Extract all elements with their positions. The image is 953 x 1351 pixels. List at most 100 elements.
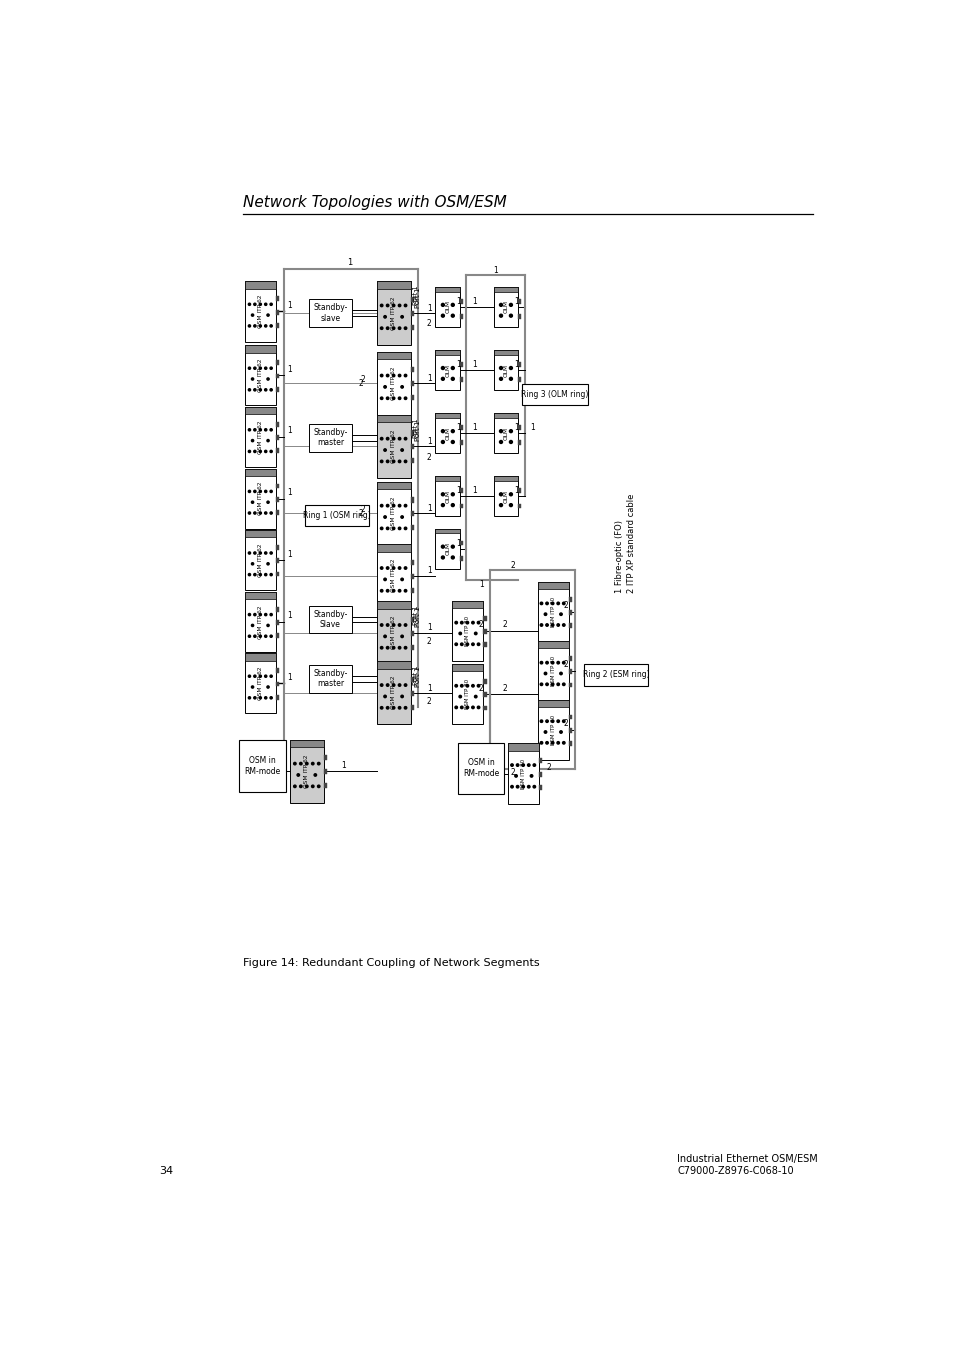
Text: 1 Fibre-optic (FO): 1 Fibre-optic (FO) <box>615 520 623 593</box>
Circle shape <box>314 774 316 777</box>
Circle shape <box>392 567 395 569</box>
Text: OSM ITP 62: OSM ITP 62 <box>257 666 262 700</box>
Bar <box>410 326 414 330</box>
Bar <box>410 574 414 578</box>
Circle shape <box>509 315 512 317</box>
Circle shape <box>441 304 444 307</box>
Text: 34: 34 <box>159 1166 173 1175</box>
Bar <box>435 286 459 292</box>
Text: OLM: OLM <box>445 427 450 439</box>
Bar <box>568 682 571 688</box>
Circle shape <box>248 324 251 327</box>
Circle shape <box>451 430 454 432</box>
Circle shape <box>392 527 395 530</box>
Bar <box>517 299 521 304</box>
Circle shape <box>264 512 267 515</box>
Circle shape <box>404 374 406 377</box>
Circle shape <box>248 428 251 431</box>
Circle shape <box>392 707 395 709</box>
Circle shape <box>270 574 272 576</box>
Text: OSM ITP 62: OSM ITP 62 <box>257 543 262 577</box>
Bar <box>245 530 275 590</box>
Circle shape <box>544 731 546 734</box>
Text: 1: 1 <box>427 504 432 513</box>
Circle shape <box>386 461 389 462</box>
Circle shape <box>499 440 502 443</box>
Circle shape <box>551 662 554 663</box>
Bar <box>452 665 483 671</box>
Circle shape <box>400 696 403 697</box>
Circle shape <box>559 673 561 674</box>
Circle shape <box>386 684 389 686</box>
Bar <box>245 654 275 661</box>
Text: OSM ITP 62: OSM ITP 62 <box>391 430 395 463</box>
Text: OSM in
RM-mode: OSM in RM-mode <box>244 757 280 775</box>
Bar <box>493 350 517 355</box>
Circle shape <box>253 574 255 576</box>
Circle shape <box>510 785 513 788</box>
Circle shape <box>248 635 251 638</box>
Circle shape <box>270 367 272 369</box>
Circle shape <box>270 613 272 616</box>
Bar <box>493 413 517 417</box>
Circle shape <box>386 707 389 709</box>
Circle shape <box>398 438 400 440</box>
Bar <box>275 607 278 612</box>
Bar <box>376 482 410 489</box>
Circle shape <box>539 624 542 627</box>
Text: 1: 1 <box>427 623 432 632</box>
Circle shape <box>383 385 386 388</box>
Circle shape <box>248 697 251 698</box>
Circle shape <box>509 504 512 507</box>
Circle shape <box>441 440 444 443</box>
Text: OSM ITP 62: OSM ITP 62 <box>391 676 395 709</box>
Circle shape <box>545 624 548 627</box>
Circle shape <box>392 304 395 307</box>
Bar <box>459 313 463 319</box>
Circle shape <box>562 720 564 723</box>
Circle shape <box>248 303 251 305</box>
Circle shape <box>380 647 382 648</box>
Text: 1: 1 <box>456 361 460 369</box>
Bar <box>275 374 278 378</box>
Circle shape <box>383 316 386 317</box>
Circle shape <box>544 673 546 674</box>
Circle shape <box>248 512 251 515</box>
Bar <box>508 743 538 804</box>
Text: OSM ITP 62: OSM ITP 62 <box>391 296 395 330</box>
Circle shape <box>441 493 444 496</box>
Text: Ring 2 (ESM ring): Ring 2 (ESM ring) <box>582 670 649 680</box>
Circle shape <box>264 676 267 677</box>
Text: 1: 1 <box>493 266 497 276</box>
Circle shape <box>559 731 561 734</box>
Circle shape <box>392 397 395 400</box>
Circle shape <box>460 685 462 688</box>
Circle shape <box>267 313 269 316</box>
Bar <box>517 362 521 367</box>
Circle shape <box>527 763 530 766</box>
Circle shape <box>305 762 308 765</box>
Circle shape <box>259 367 261 369</box>
Circle shape <box>312 785 314 788</box>
Circle shape <box>476 707 479 709</box>
Text: 1: 1 <box>427 566 432 576</box>
Circle shape <box>460 621 462 624</box>
Circle shape <box>264 697 267 698</box>
Circle shape <box>380 374 382 377</box>
Bar <box>521 384 587 405</box>
Circle shape <box>252 378 253 380</box>
Bar <box>493 286 517 292</box>
Text: 2: 2 <box>477 684 482 693</box>
Bar <box>538 771 542 777</box>
Circle shape <box>545 684 548 685</box>
Circle shape <box>451 440 454 443</box>
Circle shape <box>253 512 255 515</box>
Text: Port 1: Port 1 <box>415 420 421 440</box>
Text: 1: 1 <box>514 486 518 496</box>
Bar <box>459 504 463 508</box>
Circle shape <box>499 377 502 381</box>
Circle shape <box>451 366 454 369</box>
Circle shape <box>441 430 444 432</box>
Circle shape <box>264 303 267 305</box>
Text: Network Topologies with OSM/ESM: Network Topologies with OSM/ESM <box>243 196 506 211</box>
